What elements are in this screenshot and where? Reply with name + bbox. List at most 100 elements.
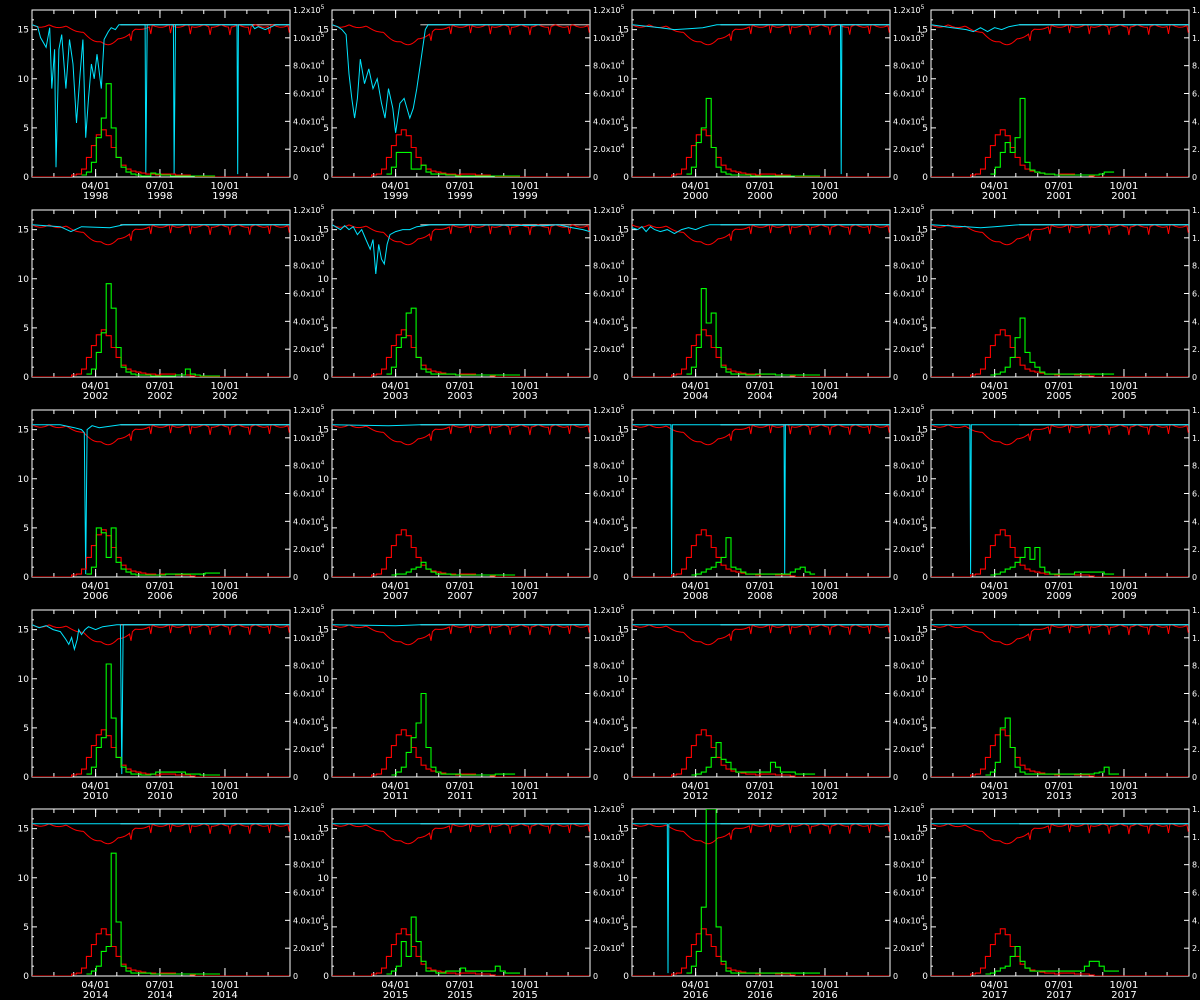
right-tick-label: 1.2x105 <box>293 604 325 615</box>
left-y-axis: 0 5 10 15 <box>18 19 37 183</box>
x-tick-year: 2010 <box>83 791 108 802</box>
panel-2003: 05101502.0x1044.0x1046.0x1048.0x1041.0x1… <box>318 204 625 402</box>
right-tick-label: 2.0x104 <box>293 543 325 554</box>
right-tick-mantissa: 1.0x10 <box>293 434 321 443</box>
plot-frame <box>331 609 591 778</box>
x-tick-label: 04/01 <box>681 980 710 991</box>
x-tick-year: 2001 <box>1111 191 1136 202</box>
mean-uptime-line <box>632 424 890 446</box>
right-tick-label: 2.0x104 <box>593 343 625 354</box>
weekly-counts-histogram <box>86 527 220 576</box>
x-tick-label: 10/01 <box>511 781 540 792</box>
right-tick-exponent: 4 <box>321 543 325 550</box>
x-tick-year: 2006 <box>83 591 108 602</box>
right-tick-label: 4.0x104 <box>1192 515 1200 526</box>
right-tick-exponent: 5 <box>321 432 325 439</box>
right-tick-exponent: 4 <box>621 288 625 295</box>
x-tick-year: 1999 <box>512 191 537 202</box>
right-tick-label: 4.0x104 <box>893 914 925 925</box>
x-tick-year: 2014 <box>147 990 172 1000</box>
right-tick-exponent: 5 <box>321 632 325 639</box>
right-tick-label: 1.0x105 <box>293 432 325 443</box>
uptime-line <box>32 624 290 775</box>
right-tick-mantissa: 0 <box>293 173 298 182</box>
uptime-line <box>32 24 290 175</box>
right-tick-label: 2.0x104 <box>893 743 925 754</box>
right-tick-exponent: 5 <box>921 32 925 39</box>
right-tick-mantissa: 1.2x10 <box>893 406 921 415</box>
right-tick-label: 1.2x105 <box>1192 4 1200 15</box>
right-tick-label: 2.0x104 <box>1192 143 1200 154</box>
x-tick-label: 07/01 <box>1045 381 1074 392</box>
x-tick-label: 07/01 <box>446 181 475 192</box>
right-tick-mantissa: 1.0x10 <box>1192 634 1200 643</box>
right-tick-exponent: 5 <box>921 204 925 211</box>
left-tick-label: 15 <box>18 825 29 835</box>
right-tick-label: 2.0x104 <box>893 343 925 354</box>
right-y-axis: 02.0x1044.0x1046.0x1048.0x1041.0x1051.2x… <box>585 204 625 382</box>
right-tick-mantissa: 2.0x10 <box>1192 145 1200 154</box>
x-tick-label: 04/01 <box>980 980 1009 991</box>
x-tick-year: 2011 <box>512 791 537 802</box>
right-tick-mantissa: 8.0x10 <box>1192 262 1200 271</box>
left-tick-label: 10 <box>318 675 330 685</box>
x-tick-year: 2017 <box>1111 990 1136 1000</box>
right-tick-label: 6.0x104 <box>593 488 625 499</box>
right-tick-exponent: 4 <box>621 715 625 722</box>
x-tick-label: 04/01 <box>980 781 1009 792</box>
right-tick-mantissa: 8.0x10 <box>893 662 921 671</box>
right-tick-exponent: 4 <box>621 460 625 467</box>
right-tick-label: 0 <box>593 173 598 182</box>
right-tick-mantissa: 8.0x10 <box>593 662 621 671</box>
right-tick-mantissa: 0 <box>293 573 298 582</box>
right-tick-label: 0 <box>1192 773 1197 782</box>
right-tick-label: 1.0x105 <box>1192 831 1200 842</box>
right-tick-mantissa: 0 <box>293 373 298 382</box>
mean-counts-histogram <box>931 529 1189 577</box>
right-tick-mantissa: 0 <box>1192 773 1197 782</box>
right-tick-mantissa: 1.2x10 <box>1192 805 1200 814</box>
x-tick-year: 2004 <box>747 391 772 402</box>
right-tick-label: 1.2x105 <box>593 404 625 415</box>
right-tick-mantissa: 0 <box>593 373 598 382</box>
left-tick-label: 5 <box>323 324 329 334</box>
right-tick-mantissa: 6.0x10 <box>893 690 921 699</box>
right-tick-label: 1.2x105 <box>293 4 325 15</box>
left-tick-label: 0 <box>23 173 29 183</box>
x-tick-label: 07/01 <box>446 781 475 792</box>
right-tick-label: 0 <box>893 573 898 582</box>
right-tick-mantissa: 8.0x10 <box>293 62 321 71</box>
left-tick-label: 5 <box>623 324 629 334</box>
right-tick-exponent: 4 <box>621 260 625 267</box>
right-tick-mantissa: 0 <box>593 173 598 182</box>
right-tick-mantissa: 0 <box>1192 173 1197 182</box>
right-tick-label: 1.0x105 <box>293 831 325 842</box>
left-y-axis: 0 5 10 15 <box>318 619 337 783</box>
right-tick-exponent: 4 <box>921 743 925 750</box>
right-tick-label: 0 <box>293 373 298 382</box>
right-tick-mantissa: 6.0x10 <box>1192 490 1200 499</box>
left-tick-label: 0 <box>23 972 29 982</box>
right-tick-label: 2.0x104 <box>893 942 925 953</box>
right-tick-mantissa: 1.2x10 <box>1192 606 1200 615</box>
right-tick-exponent: 4 <box>921 315 925 322</box>
left-tick-label: 0 <box>623 972 629 982</box>
x-tick-year: 2003 <box>447 391 472 402</box>
left-tick-label: 10 <box>18 475 30 485</box>
right-tick-mantissa: 1.0x10 <box>593 634 621 643</box>
left-tick-label: 5 <box>323 923 329 933</box>
left-tick-label: 5 <box>922 524 928 534</box>
right-tick-mantissa: 0 <box>893 173 898 182</box>
right-tick-exponent: 4 <box>321 688 325 695</box>
x-tick-year: 2009 <box>1046 591 1071 602</box>
right-tick-exponent: 4 <box>321 288 325 295</box>
right-tick-mantissa: 6.0x10 <box>293 889 321 898</box>
right-tick-label: 6.0x104 <box>293 488 325 499</box>
right-tick-exponent: 4 <box>321 488 325 495</box>
right-y-axis: 02.0x1044.0x1046.0x1048.0x1041.0x1051.2x… <box>1184 206 1200 382</box>
right-tick-exponent: 5 <box>621 432 625 439</box>
right-tick-mantissa: 0 <box>1192 373 1197 382</box>
